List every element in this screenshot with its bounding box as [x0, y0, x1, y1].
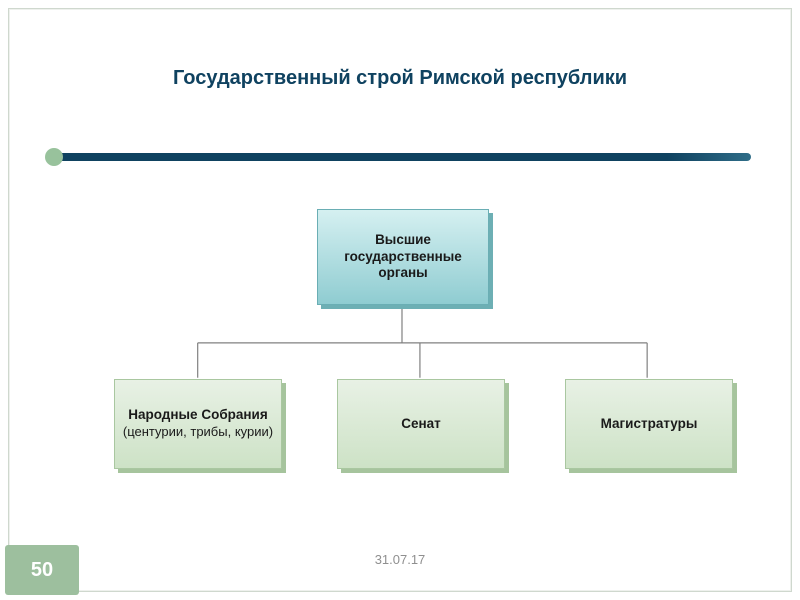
slide-frame: Государственный строй Римской республики… — [8, 8, 792, 592]
node-label: Сенат — [401, 416, 441, 433]
diagram-canvas: Высшие государственные органы Народные С… — [9, 9, 791, 591]
node-label: Высшие государственные органы — [324, 232, 482, 283]
slide-number: 50 — [31, 559, 53, 582]
node-magistracies: Магистратуры — [565, 379, 733, 469]
node-sublabel: (центурии, трибы, курии) — [123, 424, 273, 440]
footer-date: 31.07.17 — [9, 552, 791, 567]
node-label: Магистратуры — [601, 416, 698, 433]
node-assemblies: Народные Собрания (центурии, трибы, кури… — [114, 379, 282, 469]
node-root: Высшие государственные органы — [317, 209, 489, 305]
node-label: Народные Собрания — [128, 407, 268, 424]
slide-number-badge: 50 — [5, 545, 79, 595]
node-senate: Сенат — [337, 379, 505, 469]
